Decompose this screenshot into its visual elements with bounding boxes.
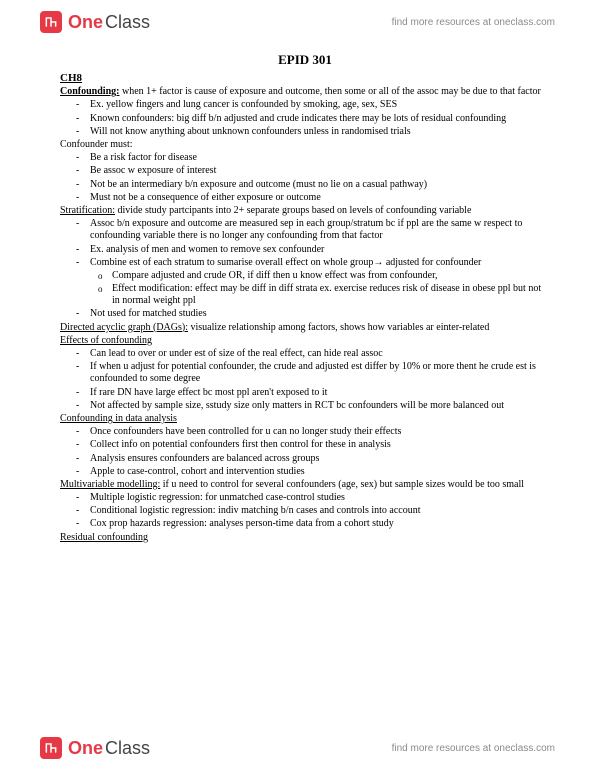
mv-label: Multivariable modelling: (60, 479, 160, 490)
list-item: Effect modification: effect may be diff … (112, 283, 550, 307)
confounding-para: Confounding: when 1+ factor is cause of … (60, 86, 550, 98)
effects-head: Effects of confounding (60, 335, 550, 347)
list-item: Not used for matched studies (90, 308, 550, 320)
list-mv: Multiple logistic regression: for unmatc… (60, 492, 550, 531)
list-item: Once confounders have been controlled fo… (90, 426, 550, 438)
confounder-must-head: Confounder must: (60, 139, 550, 151)
logo-badge-icon (40, 11, 62, 33)
list-item: If rare DN have large effect bc most ppl… (90, 387, 550, 399)
list-item: Collect info on potential confounders fi… (90, 439, 550, 451)
list-item: Can lead to over or under est of size of… (90, 348, 550, 360)
dag-label: Directed acyclic graph (DAGs): (60, 322, 188, 333)
list-stratification: Assoc b/n exposure and outcome are measu… (60, 218, 550, 321)
page-footer: OneClass find more resources at oneclass… (0, 734, 595, 762)
list-data-analysis: Once confounders have been controlled fo… (60, 426, 550, 478)
chapter-heading: CH8 (60, 72, 550, 85)
header-tagline[interactable]: find more resources at oneclass.com (392, 17, 555, 28)
list-item: Assoc b/n exposure and outcome are measu… (90, 218, 550, 242)
brand-logo-footer: OneClass (40, 737, 150, 759)
list-item: Multiple logistic regression: for unmatc… (90, 492, 550, 504)
brand-one-footer: One (68, 738, 103, 759)
confounding-def: when 1+ factor is cause of exposure and … (119, 86, 540, 97)
dag-para: Directed acyclic graph (DAGs): visualize… (60, 322, 550, 334)
dag-def: visualize relationship among factors, sh… (188, 322, 489, 333)
brand-class-footer: Class (105, 738, 150, 759)
stratification-para: Stratification: divide study partcipants… (60, 205, 550, 217)
list-item: If when u adjust for potential confounde… (90, 361, 550, 385)
list-item: Not be an intermediary b/n exposure and … (90, 179, 550, 191)
list-item: Analysis ensures confounders are balance… (90, 453, 550, 465)
data-analysis-head: Confounding in data analysis (60, 413, 550, 425)
list-item: Ex. yellow fingers and lung cancer is co… (90, 99, 550, 111)
list-effects: Can lead to over or under est of size of… (60, 348, 550, 412)
list-item: Conditional logistic regression: indiv m… (90, 505, 550, 517)
list-item: Be assoc w exposure of interest (90, 165, 550, 177)
footer-tagline[interactable]: find more resources at oneclass.com (392, 743, 555, 754)
logo-badge-icon (40, 737, 62, 759)
list-item: Combine est of each stratum to sumarise … (90, 257, 550, 269)
list-item: Be a risk factor for disease (90, 152, 550, 164)
brand-class: Class (105, 12, 150, 33)
list-item: Ex. analysis of men and women to remove … (90, 244, 550, 256)
page-header: OneClass find more resources at oneclass… (0, 8, 595, 36)
strat-def: divide study partcipants into 2+ separat… (115, 205, 471, 216)
document-body: EPID 301 CH8 Confounding: when 1+ factor… (60, 52, 550, 724)
list-confounder-must: Be a risk factor for disease Be assoc w … (60, 152, 550, 204)
list-item: Compare adjusted and crude OR, if diff t… (112, 270, 550, 282)
confounding-label: Confounding: (60, 86, 119, 97)
list-item: Will not know anything about unknown con… (90, 126, 550, 138)
list-strat-sub: Compare adjusted and crude OR, if diff t… (90, 270, 550, 308)
brand-logo: OneClass (40, 11, 150, 33)
list-confounding-examples: Ex. yellow fingers and lung cancer is co… (60, 99, 550, 138)
residual-head: Residual confounding (60, 532, 550, 544)
list-item: Not affected by sample size, sstudy size… (90, 400, 550, 412)
mv-def: if u need to control for several confoun… (160, 479, 524, 490)
list-item: Must not be a consequence of either expo… (90, 192, 550, 204)
list-item: Cox prop hazards regression: analyses pe… (90, 518, 550, 530)
strat-label: Stratification: (60, 205, 115, 216)
page-title: EPID 301 (60, 52, 550, 68)
list-item: Apple to case-control, cohort and interv… (90, 466, 550, 478)
list-item: Known confounders: big diff b/n adjusted… (90, 113, 550, 125)
brand-one: One (68, 12, 103, 33)
mv-para: Multivariable modelling: if u need to co… (60, 479, 550, 491)
